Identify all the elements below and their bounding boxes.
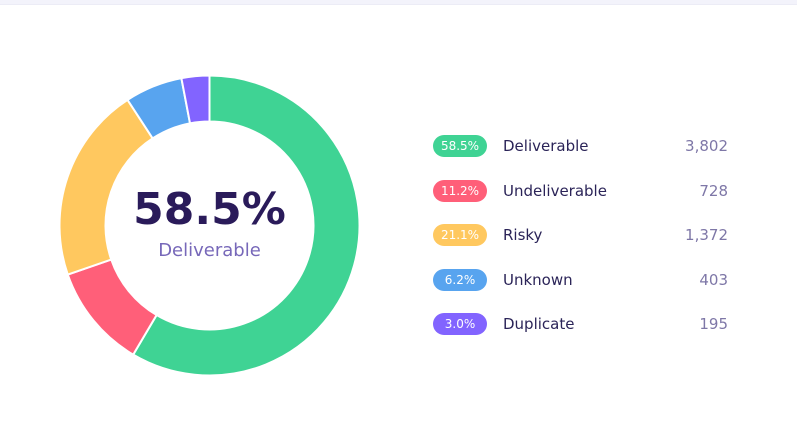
legend-label: Risky (503, 226, 543, 245)
legend-count: 195 (699, 315, 728, 334)
donut-svg (58, 74, 361, 377)
legend-percent-pill: 3.0% (433, 313, 487, 336)
donut-slice-deliverable (131, 74, 361, 377)
legend-count: 403 (699, 270, 728, 289)
legend-item-deliverable: 58.5% Deliverable 3,802 (433, 124, 733, 169)
legend-label: Duplicate (503, 315, 575, 334)
top-divider (0, 0, 797, 5)
legend: 58.5% Deliverable 3,802 11.2% Undelivera… (433, 124, 733, 347)
legend-item-unknown: 6.2% Unknown 403 (433, 258, 733, 303)
donut-chart: 58.5% Deliverable (58, 74, 361, 377)
legend-label: Deliverable (503, 137, 589, 156)
legend-percent-pill: 11.2% (433, 179, 487, 202)
legend-percent-pill: 58.5% (433, 135, 487, 158)
legend-percent-pill: 6.2% (433, 268, 487, 291)
donut-slice-risky (58, 98, 155, 276)
legend-label: Undeliverable (503, 181, 607, 200)
legend-count: 1,372 (685, 226, 728, 245)
legend-item-duplicate: 3.0% Duplicate 195 (433, 302, 733, 347)
legend-label: Unknown (503, 270, 573, 289)
legend-item-risky: 21.1% Risky 1,372 (433, 213, 733, 258)
legend-count: 728 (699, 181, 728, 200)
legend-item-undeliverable: 11.2% Undeliverable 728 (433, 169, 733, 214)
donut-slice-duplicate (180, 74, 211, 125)
legend-percent-pill: 21.1% (433, 224, 487, 247)
legend-count: 3,802 (685, 137, 728, 156)
